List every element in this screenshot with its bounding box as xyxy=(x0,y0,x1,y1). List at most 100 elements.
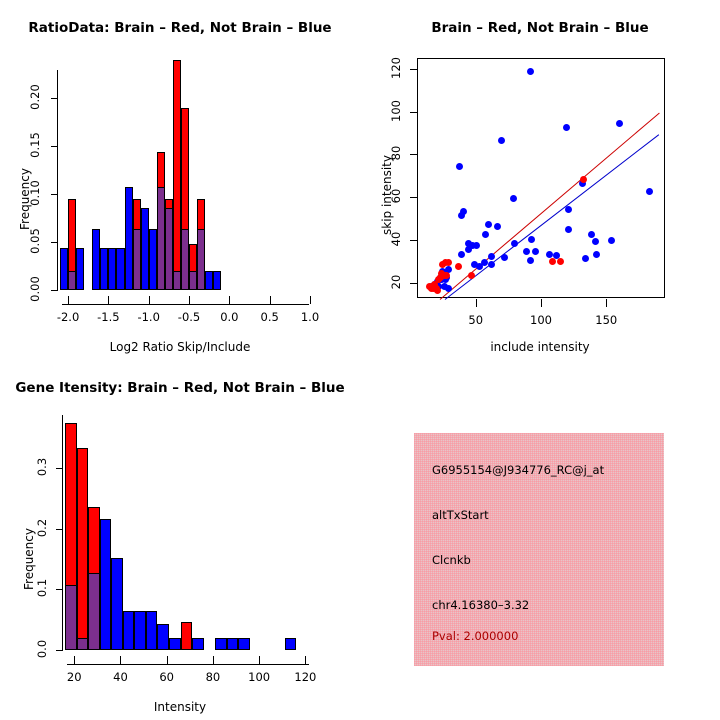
scatter-point-brain xyxy=(580,175,588,183)
scatter-y-tick-label: 100 xyxy=(389,99,403,122)
scatter-y-tick xyxy=(410,240,417,242)
gene-hist-x-tick-label: 40 xyxy=(113,670,128,684)
ratio-hist-y-axis xyxy=(57,70,58,290)
scatter-x-tick xyxy=(475,299,477,307)
scatter-plot-box xyxy=(417,58,665,300)
scatter-point-not-brain xyxy=(500,253,508,261)
gene-hist-x-tick xyxy=(212,656,214,664)
histogram-bar-overlap xyxy=(65,584,77,650)
gene-hist-y-tick-label: 0.2 xyxy=(35,518,49,538)
histogram-bar-blue xyxy=(108,247,117,290)
scatter-point-not-brain xyxy=(470,261,478,269)
histogram-bar-blue xyxy=(99,519,112,650)
histogram-bar-overlap xyxy=(76,637,89,650)
ratio-hist-x-tick-label: 1.0 xyxy=(300,310,320,324)
scatter-point-not-brain xyxy=(522,248,530,256)
gene-hist-y-tick xyxy=(56,468,63,470)
scatter-point-not-brain xyxy=(465,239,473,247)
scatter-point-not-brain xyxy=(593,250,601,258)
scatter-y-tick xyxy=(410,111,417,113)
scatter-point-not-brain xyxy=(581,254,589,262)
histogram-bar-overlap xyxy=(189,270,198,290)
scatter-point-not-brain xyxy=(546,250,554,258)
scatter-point-not-brain xyxy=(531,248,539,256)
scatter-point-not-brain xyxy=(475,263,483,271)
scatter-point-not-brain xyxy=(511,239,519,247)
ratio-hist-y-tick-label: 0.15 xyxy=(28,132,42,159)
ratio-hist-title: RatioData: Brain – Red, Not Brain – Blue xyxy=(28,20,332,36)
scatter-point-not-brain xyxy=(457,211,465,219)
gene-hist-x-axis xyxy=(67,664,309,665)
histogram-bar-blue xyxy=(192,637,204,650)
gene-hist-x-tick xyxy=(120,656,122,664)
info-pval: Pval: 2.000000 xyxy=(432,629,519,643)
panel-gene-histogram: Gene Itensity: Brain – Red, Not Brain – … xyxy=(0,360,360,720)
histogram-bar-blue xyxy=(92,228,101,290)
gene-hist-x-axis-label: Intensity xyxy=(153,700,207,714)
scatter-point-not-brain xyxy=(564,205,572,213)
panel-scatter: Brain – Red, Not Brain – Blue 20 40 60 80 10… xyxy=(360,0,720,360)
scatter-point-not-brain xyxy=(607,236,615,244)
histogram-bar-blue xyxy=(122,611,135,650)
histogram-bar-blue xyxy=(100,247,109,290)
ratio-hist-y-tick-label: 0.05 xyxy=(28,228,42,254)
gene-hist-x-tick-label: 100 xyxy=(248,670,271,684)
info-gene-symbol: Clcnkb xyxy=(432,553,471,567)
scatter-title: Brain – Red, Not Brain – Blue xyxy=(431,20,649,36)
scatter-point-not-brain xyxy=(457,250,465,258)
scatter-point-not-brain xyxy=(564,225,572,233)
scatter-point-not-brain xyxy=(528,235,536,243)
scatter-x-tick-label: 150 xyxy=(595,313,618,327)
scatter-point-brain xyxy=(435,276,443,284)
scatter-point-not-brain xyxy=(482,231,490,239)
ratio-hist-plot-area xyxy=(60,60,310,290)
histogram-bar-blue xyxy=(213,270,222,290)
scatter-point-not-brain xyxy=(615,119,623,127)
gene-hist-x-tick-label: 20 xyxy=(66,670,82,684)
scatter-point-not-brain xyxy=(526,256,534,264)
ratio-hist-y-axis-label: Frequency xyxy=(18,168,32,230)
scatter-x-tick-label: 100 xyxy=(530,313,552,327)
histogram-bar-blue xyxy=(116,247,125,290)
ratio-hist-x-tick xyxy=(148,296,150,304)
ratio-hist-x-tick xyxy=(310,296,311,304)
scatter-point-not-brain xyxy=(526,68,534,76)
scatter-x-tick-label: 50 xyxy=(468,313,484,327)
ratio-hist-x-tick-label: 0.5 xyxy=(260,310,279,324)
info-locus: chr4.16380–3.32 xyxy=(432,598,530,612)
ratio-hist-y-tick xyxy=(51,242,58,244)
gene-hist-x-tick-label: 60 xyxy=(159,670,174,684)
ratio-hist-x-tick xyxy=(189,296,191,304)
scatter-point-brain xyxy=(548,258,556,265)
gene-hist-x-tick xyxy=(305,656,307,664)
scatter-point-not-brain xyxy=(563,124,571,132)
scatter-point-not-brain xyxy=(487,261,495,269)
histogram-bar-blue xyxy=(284,637,297,650)
scatter-point-not-brain xyxy=(494,222,502,230)
gene-hist-y-axis-label: Frequency xyxy=(22,528,36,590)
scatter-x-tick xyxy=(541,299,542,307)
ratio-hist-x-tick-label: -0.5 xyxy=(177,310,201,324)
gene-hist-x-tick xyxy=(74,656,76,664)
scatter-point-brain xyxy=(468,271,476,279)
scatter-point-not-brain xyxy=(487,252,495,260)
ratio-hist-y-tick xyxy=(51,98,58,100)
ratio-hist-y-tick xyxy=(51,146,58,148)
gene-hist-y-tick-label: 0.1 xyxy=(35,579,49,598)
histogram-bar-overlap xyxy=(164,207,173,290)
gene-hist-x-tick xyxy=(166,656,168,664)
ratio-hist-y-tick-label: 0.00 xyxy=(28,276,42,302)
histogram-bar-blue xyxy=(111,558,123,650)
info-background: G6955154@J934776_RC@j_at altTxStart Clcn… xyxy=(414,433,664,666)
scatter-point-not-brain xyxy=(481,259,489,267)
scatter-point-not-brain xyxy=(578,179,586,187)
scatter-y-tick xyxy=(410,283,417,284)
scatter-point-brain xyxy=(427,284,435,292)
scatter-point-not-brain xyxy=(465,246,473,254)
regression-line xyxy=(445,134,660,300)
scatter-point-not-brain xyxy=(645,188,653,196)
histogram-bar-overlap xyxy=(68,270,77,290)
scatter-y-tick-label: 20 xyxy=(389,274,403,290)
histogram-bar-red xyxy=(180,622,193,650)
